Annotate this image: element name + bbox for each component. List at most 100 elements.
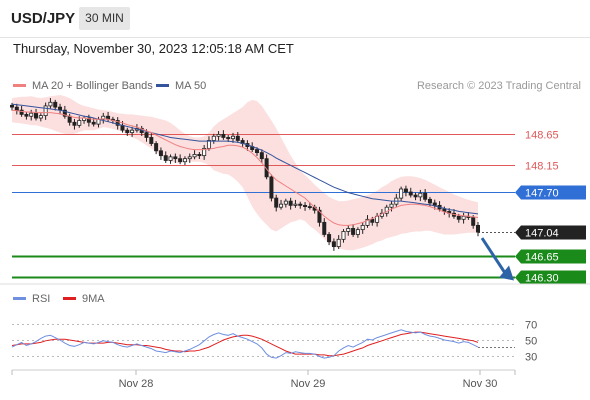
candle (461, 212, 466, 224)
legend-rsi: RSI (13, 293, 50, 305)
candle (355, 227, 360, 238)
candle (360, 222, 365, 234)
candle (178, 154, 183, 165)
level-label: 146.65 (525, 252, 559, 264)
candle (216, 131, 221, 141)
ma50-line (11, 103, 479, 215)
candle (365, 215, 370, 228)
candle (336, 235, 341, 250)
copyright-text: Research © 2023 Trading Central (416, 80, 581, 92)
candle (279, 199, 284, 210)
legend-9ma: 9MA (63, 293, 105, 305)
rsi-tick-label: 50 (525, 336, 537, 348)
candle (62, 105, 67, 119)
level-pivot-2: 147.70 (12, 185, 586, 200)
candle (331, 238, 336, 251)
candle (192, 150, 197, 160)
candle (408, 187, 413, 198)
legend-ma20: MA 20 + Bollinger Bands (13, 80, 153, 92)
candle (125, 127, 130, 136)
level-label: 148.65 (525, 130, 559, 142)
candle (403, 185, 408, 197)
candle (298, 201, 303, 209)
candle (322, 218, 327, 237)
forecast-arrow-icon (499, 265, 514, 281)
chart-datetime: Thursday, November 30, 2023 12:05:18 AM … (13, 41, 294, 56)
candle (24, 111, 29, 120)
legend-ma50: MA 50 (156, 80, 206, 92)
header-bar: USD/JPY 30 MIN (0, 0, 590, 38)
rsi-tick-label: 70 (525, 320, 537, 332)
symbol-label: USD/JPY (11, 10, 76, 27)
candle (53, 99, 58, 111)
candle (72, 118, 77, 130)
legend-9ma-label: 9MA (82, 293, 105, 305)
rsi-swatch-icon (13, 296, 26, 300)
candle (202, 145, 207, 160)
level-last-3: 147.04 (478, 225, 586, 240)
candle (211, 133, 216, 144)
candle (43, 102, 48, 120)
candle (235, 131, 240, 143)
candle (197, 152, 202, 159)
candle (269, 174, 274, 202)
ma50-swatch-icon (156, 83, 169, 87)
candle (303, 202, 308, 211)
legend-ma50-label: MA 50 (175, 80, 207, 92)
candle (389, 200, 394, 212)
level-tag (515, 249, 586, 264)
timeframe-button[interactable]: 30 MIN (79, 7, 130, 30)
ma20-swatch-icon (13, 83, 26, 87)
rsi-pane: 70 50 30 (11, 320, 537, 364)
candle (130, 126, 135, 137)
candle (346, 225, 351, 236)
candle (221, 130, 226, 140)
candle (158, 147, 163, 160)
candle (163, 151, 168, 163)
forecast-arrow-shaft (480, 237, 508, 276)
bollinger-band (12, 95, 478, 251)
candle (423, 189, 428, 202)
time-tick-label: Nov 29 (291, 378, 326, 390)
legend-rsi-label: RSI (32, 293, 51, 305)
candle (168, 154, 173, 164)
level-tag (515, 185, 586, 200)
level-label: 147.04 (525, 228, 559, 240)
candle (274, 194, 279, 212)
candle (293, 199, 298, 208)
candle (418, 189, 423, 202)
candle (351, 224, 356, 237)
level-label: 148.15 (525, 161, 559, 173)
level-support-4: 146.65 (12, 249, 586, 264)
level-label: 146.30 (525, 273, 559, 285)
candle (288, 197, 293, 210)
ma20-line (11, 109, 479, 226)
candle (283, 198, 288, 208)
candle (413, 192, 418, 201)
level-label: 147.70 (525, 188, 559, 200)
candle (475, 222, 480, 237)
candle (48, 98, 53, 109)
candle (182, 156, 187, 166)
level-resistance-0: 148.65 (12, 130, 559, 142)
candle (187, 153, 192, 163)
time-axis: Nov 28 Nov 29 Nov 30 (11, 369, 516, 390)
time-tick-label: Nov 30 (463, 378, 498, 390)
level-tag (515, 270, 586, 285)
candle (34, 108, 39, 121)
ma9-swatch-icon (63, 296, 76, 300)
candle (327, 232, 332, 246)
time-tick-label: Nov 28 (119, 378, 154, 390)
candle (259, 149, 264, 163)
level-tag (515, 225, 586, 240)
candle (14, 103, 19, 115)
candle (341, 229, 346, 243)
rsi-line (11, 329, 479, 359)
candle (101, 112, 106, 124)
candle (399, 186, 404, 202)
rsi-tick-label: 30 (525, 352, 537, 364)
candle (149, 133, 154, 146)
candle (317, 206, 322, 227)
candle (115, 117, 120, 130)
